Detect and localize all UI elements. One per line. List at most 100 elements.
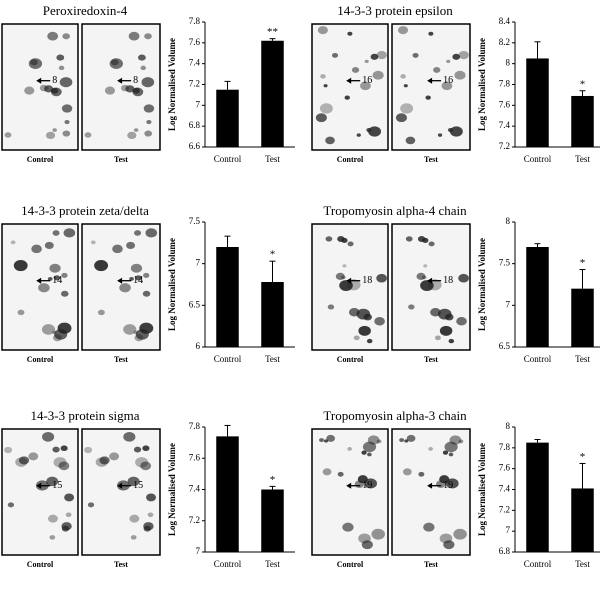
gel-spot bbox=[449, 435, 462, 445]
x-tick-label: Control bbox=[214, 154, 242, 164]
gel-spot bbox=[135, 457, 149, 468]
gel-spot bbox=[368, 126, 382, 137]
bar bbox=[261, 489, 284, 552]
y-tick-label: 7.8 bbox=[189, 421, 201, 431]
gel-title: 14-3-3 protein sigma bbox=[30, 408, 139, 423]
gel-spot bbox=[359, 81, 371, 91]
gel-spot bbox=[351, 67, 360, 73]
arrow-head bbox=[427, 277, 433, 284]
spot-label: 15 bbox=[52, 480, 62, 491]
gel-spot bbox=[52, 128, 57, 132]
gel-spot bbox=[54, 329, 68, 340]
arrow-head bbox=[117, 482, 123, 489]
gel-title: Tropomyosin alpha-3 chain bbox=[323, 408, 467, 423]
gel-spot bbox=[31, 244, 42, 254]
gel-spot bbox=[337, 236, 345, 243]
gel-spot bbox=[144, 130, 153, 137]
gel-spot bbox=[90, 240, 96, 245]
gel-spot bbox=[417, 236, 426, 243]
bar bbox=[526, 442, 549, 552]
gel-spot bbox=[335, 272, 345, 280]
gel-spot bbox=[446, 59, 451, 64]
gel-spot bbox=[370, 53, 379, 60]
gel-spot bbox=[142, 445, 150, 452]
gel-spot bbox=[123, 324, 137, 335]
spot-label: 19 bbox=[362, 480, 372, 491]
gel-spot bbox=[24, 86, 35, 95]
arrow-head bbox=[346, 482, 352, 489]
gel-spot bbox=[110, 59, 119, 66]
gel-spot bbox=[367, 452, 372, 457]
gel-spot bbox=[376, 439, 382, 444]
gel-spot bbox=[331, 52, 339, 58]
gel-spot bbox=[428, 241, 435, 247]
gel-spot bbox=[133, 446, 142, 453]
gel-spot bbox=[58, 461, 70, 471]
gel-spot bbox=[61, 104, 73, 113]
x-tick-label: Test bbox=[575, 154, 590, 164]
gel-spot bbox=[361, 450, 367, 455]
gel-spot bbox=[17, 309, 25, 316]
y-tick-label: 8.2 bbox=[499, 37, 510, 47]
gel-spot bbox=[62, 130, 71, 137]
gel-spot bbox=[347, 447, 352, 451]
y-tick-label: 7.8 bbox=[499, 79, 511, 89]
gel-spot bbox=[30, 59, 38, 66]
gel-spot bbox=[146, 493, 156, 502]
significance: * bbox=[270, 474, 276, 486]
gel-spot bbox=[408, 304, 415, 310]
gel-spot bbox=[52, 230, 60, 236]
gel-spot bbox=[7, 502, 15, 508]
gel-spot bbox=[405, 136, 416, 145]
gel-spot bbox=[434, 335, 441, 341]
y-tick-label: 7 bbox=[506, 299, 511, 309]
arrow-head bbox=[36, 77, 42, 84]
bar bbox=[571, 95, 594, 147]
y-tick-label: 7.6 bbox=[189, 37, 201, 47]
gel-spot bbox=[428, 31, 434, 36]
gel-spot bbox=[135, 275, 142, 281]
y-tick-label: 7.5 bbox=[189, 216, 201, 226]
y-tick-label: 6.8 bbox=[499, 546, 511, 556]
gel-spot bbox=[404, 439, 409, 443]
gel-spot bbox=[60, 445, 68, 452]
gel-spot bbox=[397, 26, 409, 35]
y-tick-label: 7 bbox=[196, 258, 201, 268]
gel-spot bbox=[129, 277, 134, 281]
gel-spot bbox=[147, 512, 154, 518]
gel-spot bbox=[456, 317, 467, 326]
gel-spot bbox=[52, 446, 60, 453]
gel-spot bbox=[448, 338, 455, 344]
gel-spot bbox=[64, 119, 70, 125]
arrow-head bbox=[346, 277, 352, 284]
gel-spot bbox=[45, 131, 56, 140]
y-tick-label: 6 bbox=[196, 341, 201, 351]
y-axis-label: Log Normalised Volume bbox=[167, 443, 177, 536]
gel-spot bbox=[342, 522, 354, 532]
gel-spot bbox=[449, 126, 463, 137]
gel-spot bbox=[353, 335, 360, 341]
y-tick-label: 7.2 bbox=[499, 141, 510, 151]
gel-spot bbox=[142, 290, 151, 297]
x-tick-label: Control bbox=[524, 154, 552, 164]
gel-spot bbox=[143, 104, 155, 113]
gel-spot bbox=[423, 522, 435, 532]
gel-spot bbox=[128, 31, 140, 41]
gel-spot bbox=[41, 324, 56, 335]
gel-spot bbox=[454, 70, 466, 80]
gel-spot bbox=[42, 431, 55, 442]
gel-spot bbox=[322, 468, 332, 476]
bar bbox=[571, 288, 594, 347]
gel-spot bbox=[138, 54, 146, 61]
gel-title: 14-3-3 protein zeta/delta bbox=[21, 203, 149, 218]
y-tick-label: 7 bbox=[196, 99, 201, 109]
gel-spot bbox=[418, 471, 425, 477]
spot-label: 16 bbox=[443, 75, 453, 86]
gel-spot bbox=[423, 264, 428, 268]
gel-title: Peroxiredoxin-4 bbox=[43, 3, 128, 18]
spot-label: 16 bbox=[362, 75, 372, 86]
gel-spot bbox=[130, 535, 137, 540]
gel-title: Tropomyosin alpha-4 chain bbox=[323, 203, 467, 218]
gel-spot bbox=[53, 275, 61, 281]
gel-spot bbox=[145, 228, 158, 238]
